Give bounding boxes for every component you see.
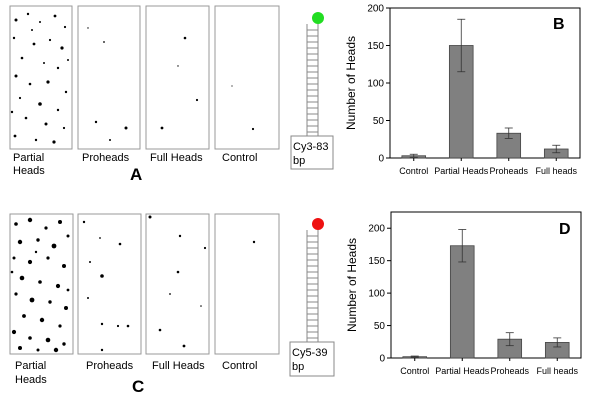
micrograph-labels-bottom: Partial Heads Proheads Full Heads Contro…: [15, 360, 257, 386]
micrograph-row-top: [9, 5, 280, 150]
label-proheads-top: Proheads: [82, 152, 130, 164]
dots-proheads-top: [87, 27, 128, 141]
chart-b-ytick-label: 200: [367, 4, 384, 15]
chart-d-xtick-label: Full heads: [536, 366, 578, 376]
chart-b-frame: [389, 7, 581, 159]
label-control-bottom: Control: [222, 360, 257, 372]
fluorophore-bead-bottom: [312, 218, 324, 230]
label-partial-top-2: Heads: [13, 165, 45, 177]
label-partial-bottom-2: Heads: [15, 374, 47, 386]
chart-b: 0 50 100 150 200 Control Partial Heads Prohead…: [344, 4, 581, 176]
chart-d-bar: [449, 245, 475, 359]
dna-label-box-top: [290, 135, 334, 170]
dna-ladder-top: [306, 24, 319, 140]
chart-d-xtick-label: Proheads: [490, 366, 529, 376]
chart-b-xtick-label: Partial Heads: [434, 166, 489, 176]
micrograph-labels-top: Partial Heads Proheads Full Heads Contro…: [13, 152, 257, 177]
chart-b-xtick-label: Full heads: [535, 166, 577, 176]
label-partial-bottom-1: Partial: [15, 360, 46, 372]
dna-label-bottom-1: Cy5-39: [292, 347, 327, 359]
label-full-heads-bottom: Full Heads: [152, 360, 205, 372]
chart-b-ylabel: Number of Heads: [344, 36, 358, 130]
chart-b-ytick-label: 0: [378, 154, 384, 165]
chart-b-marks: [401, 18, 569, 159]
dots-full-heads-bottom: [148, 215, 207, 348]
micrograph-full-heads-bottom: [145, 213, 210, 355]
chart-d-ytick-label: 150: [368, 256, 385, 267]
chart-b-xtick-label: Control: [399, 166, 428, 176]
chart-d-ytick-label: 0: [379, 354, 385, 365]
dots-partial-heads-bottom: [10, 217, 70, 353]
dna-ladder-bottom: [306, 230, 319, 344]
panel-letter-a: A: [130, 165, 142, 184]
label-partial-top-1: Partial: [13, 152, 44, 164]
micrograph-partial-heads-bottom: [9, 213, 74, 355]
dots-control-top: [231, 85, 255, 131]
ladder-rungs-top: [307, 29, 318, 133]
dots-proheads-bottom: [82, 220, 130, 352]
chart-d-ytick-label: 50: [374, 321, 386, 332]
dots-partial-heads-top: [10, 12, 69, 144]
chart-b-ytick-label: 150: [367, 41, 384, 52]
chart-d-xticks: Control Partial Heads Proheads Full heads: [400, 358, 579, 376]
chart-b-ytick-label: 100: [367, 79, 384, 90]
dna-label-top-1: Cy3-83: [293, 141, 328, 153]
micrograph-proheads-bottom: [77, 213, 142, 355]
micrograph-control-top: [214, 5, 280, 150]
chart-d-ylabel: Number of Heads: [345, 238, 359, 332]
panel-letter-c: C: [132, 377, 144, 396]
chart-d-frame: [390, 211, 582, 359]
label-full-heads-top: Full Heads: [150, 152, 203, 164]
chart-d-marks: [402, 229, 570, 359]
dots-full-heads-top: [160, 36, 199, 130]
micrograph-full-heads-top: [145, 5, 210, 150]
chart-d-xtick-label: Partial Heads: [435, 366, 490, 376]
chart-d-ytick-label: 200: [368, 224, 385, 235]
chart-d: 0 50 100 150 200 Control Partial Heads Prohead…: [345, 211, 582, 376]
chart-b-panel-letter: B: [553, 16, 565, 33]
chart-d-yticks: 0 50 100 150 200: [368, 224, 391, 365]
micrograph-proheads-top: [77, 5, 141, 150]
chart-b-xticks: Control Partial Heads Proheads Full heads: [399, 158, 578, 176]
chart-b-xtick-label: Proheads: [489, 166, 528, 176]
micrograph-row-bottom: [9, 213, 280, 355]
chart-d-xtick-label: Control: [400, 366, 429, 376]
label-proheads-bottom: Proheads: [86, 360, 134, 372]
dna-label-bottom-2: bp: [292, 361, 304, 373]
chart-b-ytick-label: 50: [373, 116, 385, 127]
micrograph-partial-heads-top: [9, 5, 73, 150]
dna-label-box-bottom: [289, 341, 335, 377]
dna-label-top-2: bp: [293, 155, 305, 167]
chart-d-ytick-label: 100: [368, 289, 385, 300]
dots-control-bottom: [252, 240, 256, 244]
micrograph-control-bottom: [214, 213, 280, 355]
chart-d-panel-letter: D: [559, 221, 571, 238]
ladder-rungs-bottom: [307, 235, 318, 339]
label-control-top: Control: [222, 152, 257, 164]
chart-b-yticks: 0 50 100 150 200: [367, 4, 390, 165]
fluorophore-bead-top: [312, 12, 324, 24]
